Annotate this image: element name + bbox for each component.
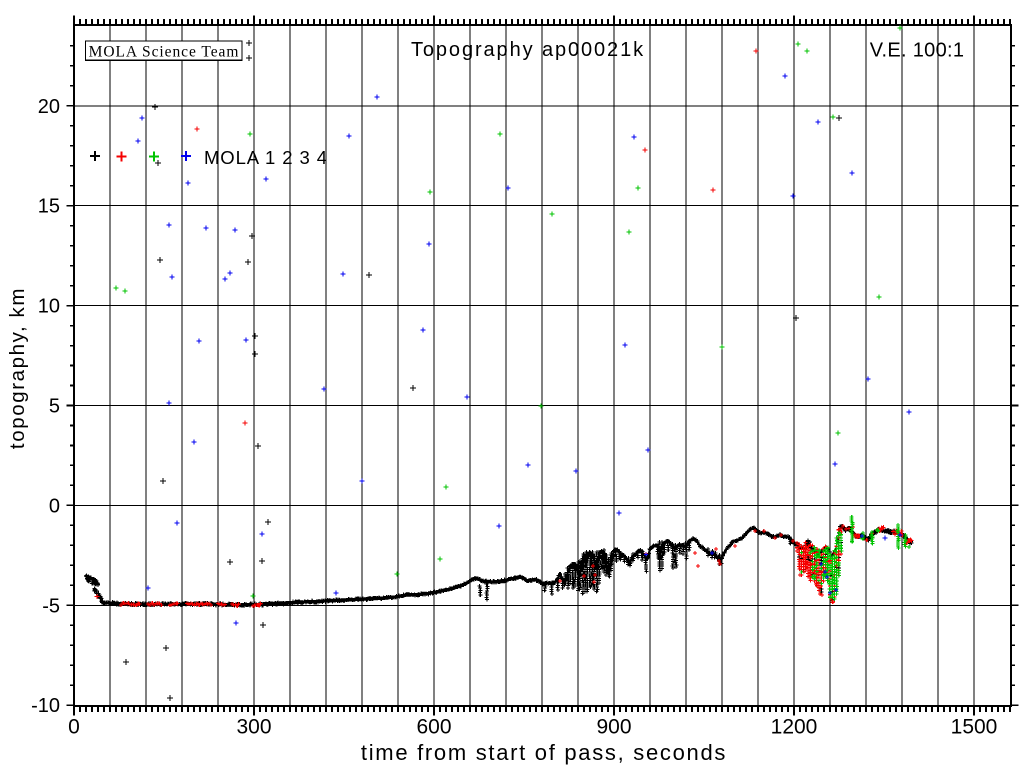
svg-text:1500: 1500	[951, 716, 998, 739]
svg-text:topography, km: topography, km	[6, 287, 29, 449]
svg-text:15: 15	[38, 196, 60, 218]
svg-text:time from start of pass, secon: time from start of pass, seconds	[361, 740, 727, 765]
svg-text:900: 900	[596, 716, 631, 739]
svg-text:1200: 1200	[771, 716, 818, 739]
svg-text:-5: -5	[42, 595, 60, 617]
svg-text:10: 10	[38, 296, 60, 318]
svg-text:-10: -10	[31, 695, 60, 717]
svg-text:600: 600	[416, 716, 451, 739]
svg-text:Topography ap00021k: Topography ap00021k	[411, 39, 645, 61]
svg-text:0: 0	[68, 716, 80, 739]
svg-text:300: 300	[236, 716, 271, 739]
svg-text:MOLA 1 2 3 4: MOLA 1 2 3 4	[204, 147, 328, 168]
svg-text:5: 5	[49, 396, 60, 418]
svg-text:20: 20	[38, 96, 60, 118]
svg-text:0: 0	[49, 495, 60, 517]
svg-text:MOLA Science Team: MOLA Science Team	[89, 44, 240, 61]
svg-text:V.E. 100:1: V.E. 100:1	[870, 40, 965, 62]
